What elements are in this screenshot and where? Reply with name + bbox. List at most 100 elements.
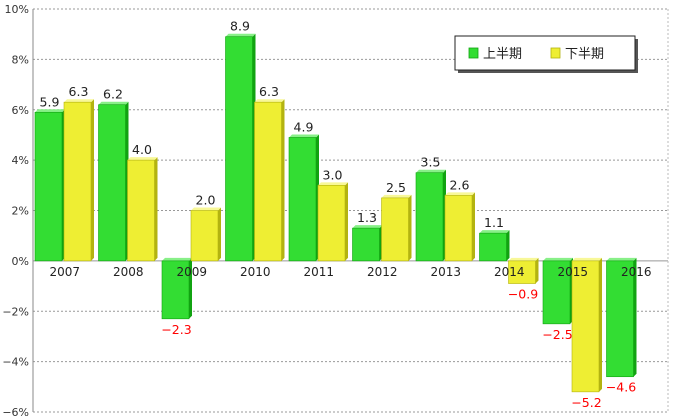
bar-side [345,182,348,261]
bar-side [506,230,510,261]
bar-side [154,157,158,261]
bar-first-half [161,257,192,320]
bar-top [191,207,221,211]
bar-side [633,257,637,377]
legend-swatch [468,47,479,59]
bar-first-half [225,33,256,262]
bar-top [127,157,158,161]
category-label: 2014 [494,265,525,279]
bar-second-half [571,257,602,393]
bar-second-half [508,257,539,284]
bar-top [318,182,348,186]
bar-side [281,99,285,261]
bar-second-half [317,182,348,262]
bar-top [606,257,637,261]
data-label: −5.2 [571,395,601,410]
bar-front [381,197,409,262]
bar-side [408,194,412,261]
bar-front [225,36,253,262]
legend-box [454,35,636,71]
data-label: 5.9 [40,94,60,109]
bar-front [479,232,507,262]
legend-label: 下半期 [565,47,604,62]
bar-top [381,194,412,198]
y-tick-label: −6% [2,406,29,419]
data-label: 1.3 [357,210,377,225]
bar-front [352,227,380,262]
bar-front [190,210,219,262]
bar-side [91,99,94,261]
category-label: 2007 [49,265,80,279]
bar-top [225,33,256,37]
data-label: 2.0 [196,193,216,208]
bar-front [288,137,317,262]
bar-second-half [190,207,221,262]
bar-front [98,104,126,262]
bar-front [317,185,346,262]
category-label: 2016 [621,265,652,279]
bar-first-half [606,257,637,378]
category-label: 2009 [176,265,207,279]
bar-top [479,230,510,234]
y-tick-label: 2% [12,205,29,218]
bar-side [218,207,221,261]
bar-top [64,99,94,103]
bar-second-half [63,99,94,262]
data-label: 6.2 [103,87,123,102]
bar-first-half [352,225,383,262]
category-label: 2012 [367,265,398,279]
bar-front [542,260,571,325]
bar-front [606,260,634,378]
bar-side [189,257,192,319]
data-label: 8.9 [230,19,250,34]
bar-top [254,99,285,103]
data-label: 3.0 [323,167,343,182]
bar-top [416,169,446,173]
category-label: 2013 [430,265,461,279]
bar-top [289,134,319,138]
bar-top [98,101,129,105]
bar-second-half [127,157,158,262]
category-label: 2008 [113,265,144,279]
data-label: −2.3 [161,322,191,337]
data-label: 1.1 [484,215,504,230]
category-label: 2015 [557,265,588,279]
bar-front [63,101,92,262]
data-label: −4.6 [606,380,636,395]
category-label: 2011 [303,265,334,279]
bar-top [352,225,383,229]
bar-side [535,257,539,284]
bar-first-half [415,169,446,262]
bar-top [445,192,475,196]
bar-top [162,257,192,261]
y-tick-label: 8% [12,53,29,66]
y-axis: −6% −4% −2% 0% 2% 4% 6% 8% 10% [2,3,29,419]
bar-first-half [34,109,65,262]
bar-front [161,260,190,320]
data-label: 2.5 [386,180,406,195]
data-label: −2.5 [542,327,572,342]
bar-front [508,260,536,284]
data-label: 4.9 [294,119,314,134]
y-tick-label: 10% [5,3,29,16]
bar-side [599,257,602,392]
bar-first-half [288,134,319,262]
bar-front [415,172,444,262]
data-label: 4.0 [132,142,152,157]
bar-front [34,111,63,262]
category-labels: 2007 2008 2009 2010 2011 2012 2013 2014 2015 2016 [49,265,651,279]
bars [34,33,637,393]
bar-front [571,260,600,393]
data-label: 6.3 [259,84,279,99]
bar-front [254,101,282,262]
legend-swatch [550,47,561,59]
data-label: 2.6 [450,177,470,192]
bar-top [35,109,65,113]
data-label: 3.5 [421,155,441,170]
y-tick-label: −4% [2,356,29,369]
bar-top [572,257,602,261]
legend-label: 上半期 [483,47,522,62]
bar-top [543,257,573,261]
bar-side [472,192,475,261]
